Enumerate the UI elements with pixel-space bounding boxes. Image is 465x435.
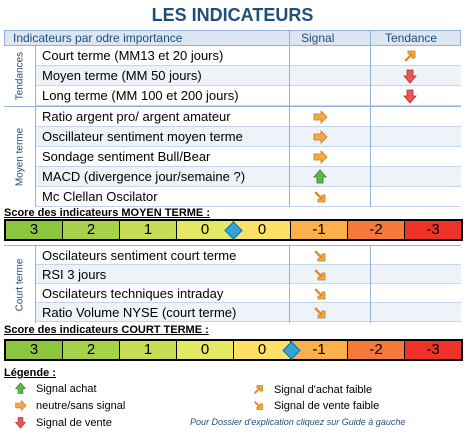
arrow-down-right-orange-icon: [314, 288, 326, 300]
table-row: MACD (divergence jour/semaine ?): [36, 167, 461, 187]
score-scale-moyen: 3 2 1 0 0 -1 -2 -3: [4, 219, 463, 241]
score-cell: 0: [177, 341, 234, 359]
column-divider-tendance: [370, 30, 371, 207]
arrow-down-right-orange-icon: [314, 191, 326, 203]
score-cell: 2: [63, 341, 120, 359]
arrow-right-orange-icon: [313, 130, 328, 144]
score-title-court: Score des indicateurs COURT TERME :: [4, 324, 209, 336]
indicators-table: Indicateurs par odre importance Signal T…: [4, 30, 461, 207]
arrow-down-red-icon: [403, 89, 417, 104]
score-scale-court: 3 2 1 0 0 -1 -2 -3: [4, 339, 463, 361]
group-divider: [4, 245, 461, 246]
indicator-label: Oscilateurs techniques intraday: [42, 286, 224, 301]
legend-label: Signal de vente: [36, 417, 112, 429]
arrow-down-red-icon: [14, 417, 27, 429]
header-indicators: Indicateurs par odre importance: [13, 31, 183, 45]
arrow-right-orange-icon: [313, 110, 328, 124]
group-label-court-terme: Court terme: [14, 258, 25, 311]
score-cell: -1: [291, 221, 348, 239]
arrow-up-right-orange-icon: [253, 385, 263, 395]
group-moyen-terme: Moyen terme: [4, 107, 36, 207]
indicator-label: Moyen terme (MM 50 jours): [42, 68, 202, 83]
score-cell: -2: [348, 341, 405, 359]
column-divider-signal: [289, 30, 290, 207]
indicator-label: Oscillateur sentiment moyen terme: [42, 129, 243, 144]
group-court-terme: Court terme: [4, 246, 36, 323]
score-title-moyen: Score des indicateurs MOYEN TERME :: [4, 207, 210, 219]
table-row: Sondage sentiment Bull/Bear: [36, 147, 461, 167]
table-row: Ratio Volume NYSE (court terme): [36, 303, 461, 322]
score-cell: -1: [291, 341, 348, 359]
score-cell: 0: [234, 221, 291, 239]
arrow-up-green-icon: [313, 169, 327, 184]
table-row: Long terme (MM 100 et 200 jours): [36, 86, 461, 106]
arrow-down-right-orange-icon: [314, 307, 326, 319]
table-header: Indicateurs par odre importance Signal T…: [4, 30, 461, 46]
legend-label: neutre/sans signal: [36, 400, 126, 412]
legend-title: Légende :: [4, 367, 56, 379]
court-terme-table: Court terme Oscilateurs sentiment court …: [4, 245, 461, 323]
indicator-label: Mc Clellan Oscilator: [42, 189, 158, 204]
indicator-label: Sondage sentiment Bull/Bear: [42, 149, 211, 164]
group-tendances: Tendances: [4, 46, 36, 106]
score-cell: -3: [405, 341, 461, 359]
arrow-down-right-orange-icon: [253, 400, 263, 410]
legend-label: Signal achat: [36, 383, 97, 395]
arrow-down-right-orange-icon: [314, 269, 326, 281]
group-divider: [4, 106, 461, 107]
table-row: RSI 3 jours: [36, 265, 461, 284]
arrow-right-orange-icon: [313, 150, 328, 164]
table-row: Court terme (MM13 et 20 jours): [36, 46, 461, 66]
table-row: Oscilateurs sentiment court terme: [36, 246, 461, 265]
indicator-label: RSI 3 jours: [42, 267, 107, 282]
score-cell: -2: [348, 221, 405, 239]
guide-footnote[interactable]: Pour Dossier d'explication cliquez sur G…: [190, 417, 406, 427]
arrow-right-orange-icon: [15, 399, 27, 412]
score-cell: 3: [6, 221, 63, 239]
indicator-label: Ratio Volume NYSE (court terme): [42, 305, 237, 320]
legend-label: Signal de vente faible: [274, 400, 380, 412]
arrow-down-right-orange-icon: [314, 250, 326, 262]
header-signal: Signal: [301, 31, 335, 45]
score-cell: 2: [63, 221, 120, 239]
group-label-moyen-terme: Moyen terme: [14, 127, 25, 187]
table-row: Oscillateur sentiment moyen terme: [36, 127, 461, 147]
header-tendance: Tendance: [385, 31, 438, 45]
arrow-up-right-orange-icon: [404, 50, 416, 62]
table-row: Moyen terme (MM 50 jours): [36, 66, 461, 86]
score-cell: -3: [405, 221, 461, 239]
arrow-down-red-icon: [403, 69, 417, 84]
arrow-up-green-icon: [14, 382, 27, 394]
indicator-label: Oscilateurs sentiment court terme: [42, 248, 237, 263]
group-label-tendances: Tendances: [14, 51, 25, 101]
indicator-label: Ratio argent pro/ argent amateur: [42, 109, 231, 124]
legend-label: Signal d'achat faible: [274, 384, 373, 396]
score-cell: 1: [120, 341, 177, 359]
indicator-label: Long terme (MM 100 et 200 jours): [42, 88, 239, 103]
table-row: Mc Clellan Oscilator: [36, 187, 461, 207]
score-cell: 1: [120, 221, 177, 239]
score-cell: 3: [6, 341, 63, 359]
table-row: Ratio argent pro/ argent amateur: [36, 107, 461, 127]
column-divider-tendance: [370, 245, 371, 323]
column-divider-signal: [289, 245, 290, 323]
indicator-label: MACD (divergence jour/semaine ?): [42, 169, 246, 184]
indicator-label: Court terme (MM13 et 20 jours): [42, 48, 224, 63]
page-title: LES INDICATEURS: [151, 5, 314, 25]
table-row: Oscilateurs techniques intraday: [36, 284, 461, 303]
